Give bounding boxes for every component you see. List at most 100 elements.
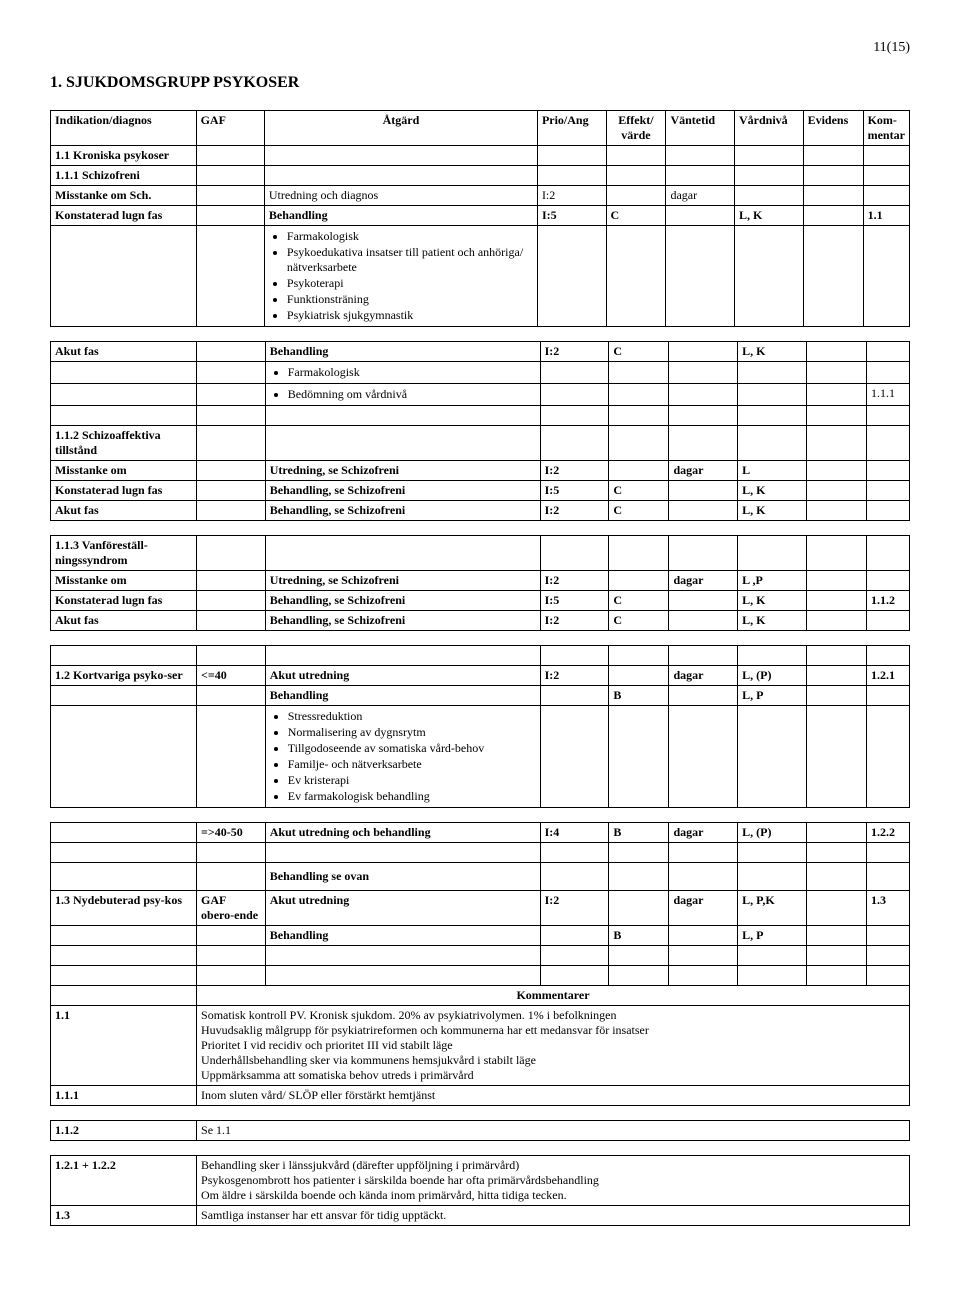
cell: L, P,K <box>738 891 807 926</box>
bullet: Tillgodoseende av somatiska vård-behov <box>288 741 536 756</box>
cell: Utredning, se Schizofreni <box>265 461 540 481</box>
hdr: GAF <box>196 111 264 146</box>
cell: 1.1 <box>863 206 909 226</box>
cell: I:2 <box>540 461 609 481</box>
bullet-cell: Bedömning om vårdnivå <box>265 384 540 406</box>
cell: 1.1.1 Schizofreni <box>51 166 197 186</box>
cell: Misstanke om <box>51 461 197 481</box>
cell: I:4 <box>540 823 609 843</box>
bullet: Ev kristerapi <box>288 773 536 788</box>
cell: 1.1.2 Schizoaffektiva tillstånd <box>51 426 197 461</box>
cell: dagar <box>669 571 738 591</box>
cell: Utredning, se Schizofreni <box>265 571 540 591</box>
comment-text: Inom sluten vård/ SLÖP eller förstärkt h… <box>197 1086 910 1106</box>
hdr: Indikation/diagnos <box>51 111 197 146</box>
cell: Misstanke om Sch. <box>51 186 197 206</box>
bullet: Psykoedukativa insatser till patient och… <box>287 245 533 275</box>
cell: B <box>609 823 669 843</box>
cell: I:5 <box>540 481 609 501</box>
cell: Behandling se ovan <box>265 863 540 891</box>
hdr: Effekt/ värde <box>606 111 666 146</box>
cell: Behandling, se Schizofreni <box>265 501 540 521</box>
line: Om äldre i särskilda boende och kända in… <box>201 1188 905 1203</box>
cell: I:2 <box>537 186 606 206</box>
bullet: Farmakologisk <box>288 365 536 380</box>
bullet-cell: Farmakologisk <box>265 362 540 384</box>
hdr: Evidens <box>803 111 863 146</box>
cell: 1.3 <box>867 891 910 926</box>
hdr: Kom- mentar <box>863 111 909 146</box>
cell: C <box>609 611 669 631</box>
cell: Akut fas <box>51 501 197 521</box>
comment-title: Kommentarer <box>197 986 910 1006</box>
bullet: Funktionsträning <box>287 292 533 307</box>
cell: Behandling <box>265 686 540 706</box>
line: Prioritet I vid recidiv och prioritet II… <box>201 1038 905 1053</box>
bullet: Psykiatrisk sjukgymnastik <box>287 308 533 323</box>
line: Underhållsbehandling sker via kommunens … <box>201 1053 905 1068</box>
cell: 1.2.2 <box>867 823 910 843</box>
table-4: 1.1.3 Vanföreställ-ningssyndrom Misstank… <box>50 535 910 631</box>
bullet: Farmakologisk <box>287 229 533 244</box>
comment-text: Somatisk kontroll PV. Kronisk sjukdom. 2… <box>197 1006 910 1086</box>
cell: 1.2.1 <box>867 666 910 686</box>
cell: 1.2 Kortvariga psyko-ser <box>51 666 197 686</box>
cell: L, (P) <box>738 823 807 843</box>
bullet-cell: Stressreduktion Normalisering av dygnsry… <box>265 706 540 808</box>
hdr: Prio/Ang <box>537 111 606 146</box>
cell: Behandling, se Schizofreni <box>265 611 540 631</box>
cell: GAF obero-ende <box>197 891 266 926</box>
cell: L, K <box>734 206 803 226</box>
bullet: Bedömning om vårdnivå <box>288 387 536 402</box>
cell: I:5 <box>540 591 609 611</box>
cell: Akut utredning <box>265 666 540 686</box>
cell: C <box>609 591 669 611</box>
hdr: Åtgärd <box>264 111 537 146</box>
cell: Konstaterad lugn fas <box>51 481 197 501</box>
cell: L, K <box>738 342 807 362</box>
comment-key: 1.1 <box>51 1006 197 1086</box>
cell: dagar <box>669 823 738 843</box>
cell: I:5 <box>537 206 606 226</box>
comment-text: Behandling sker i länssjukvård (därefter… <box>197 1156 910 1206</box>
cell: Behandling, se Schizofreni <box>265 591 540 611</box>
cell: L, K <box>738 591 807 611</box>
bullet: Psykoterapi <box>287 276 533 291</box>
section-title: 1. SJUKDOMSGRUPP PSYKOSER <box>50 74 910 92</box>
cell: L <box>738 461 807 481</box>
cell: 1.1.2 <box>867 591 910 611</box>
cell: L, (P) <box>738 666 807 686</box>
line: Uppmärksamma att somatiska behov utreds … <box>201 1068 905 1083</box>
comment-key: 1.1.1 <box>51 1086 197 1106</box>
comment-key: 1.2.1 + 1.2.2 <box>51 1156 197 1206</box>
cell: dagar <box>669 891 738 926</box>
cell: Akut fas <box>51 611 197 631</box>
comments-table-2: 1.1.2 Se 1.1 <box>50 1120 910 1141</box>
cell: B <box>609 686 669 706</box>
cell: B <box>609 926 669 946</box>
bullet: Stressreduktion <box>288 709 536 724</box>
cell: I:2 <box>540 501 609 521</box>
line: Huvudsaklig målgrupp för psykiatrireform… <box>201 1023 905 1038</box>
bullet: Normalisering av dygnsrytm <box>288 725 536 740</box>
table-2: Akut fas Behandling I:2 C L, K Farmakolo… <box>50 341 910 521</box>
table-6: =>40-50 Akut utredning och behandling I:… <box>50 822 910 986</box>
comment-text: Se 1.1 <box>197 1121 910 1141</box>
cell: C <box>609 481 669 501</box>
cell: Konstaterad lugn fas <box>51 206 197 226</box>
cell: L ,P <box>738 571 807 591</box>
cell: 1.1 Kroniska psykoser <box>51 146 197 166</box>
comments-table: Kommentarer 1.1 Somatisk kontroll PV. Kr… <box>50 986 910 1106</box>
cell: Akut utredning <box>265 891 540 926</box>
cell: L, K <box>738 481 807 501</box>
cell: Behandling, se Schizofreni <box>265 481 540 501</box>
cell: dagar <box>666 186 735 206</box>
cell: 1.3 Nydebuterad psy-kos <box>51 891 197 926</box>
cell: Akut utredning och behandling <box>265 823 540 843</box>
table-1: Indikation/diagnos GAF Åtgärd Prio/Ang E… <box>50 110 910 327</box>
cell: Konstaterad lugn fas <box>51 591 197 611</box>
bullet: Familje- och nätverksarbete <box>288 757 536 772</box>
cell: L, P <box>738 686 807 706</box>
cell: I:2 <box>540 891 609 926</box>
table-5: 1.2 Kortvariga psyko-ser <=40 Akut utred… <box>50 645 910 808</box>
